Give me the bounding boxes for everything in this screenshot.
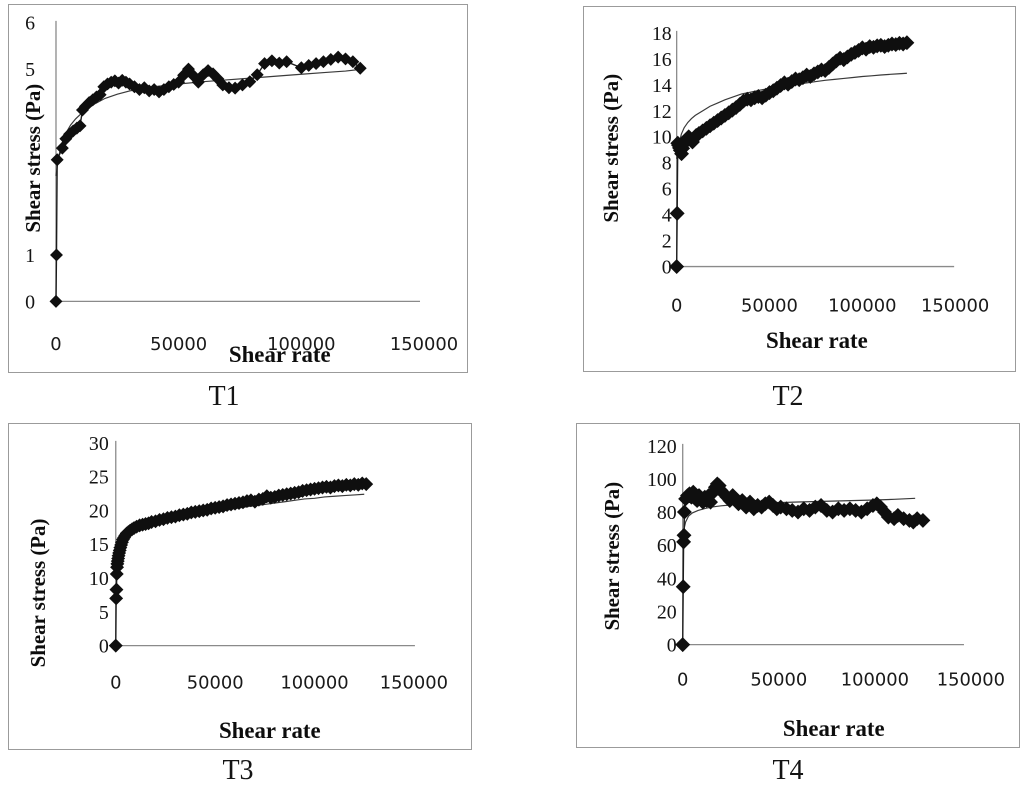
chart-caption-t1: T1 (208, 381, 240, 412)
y-axis-title: Shear stress (Pa) (21, 84, 45, 233)
svg-text:16: 16 (652, 49, 672, 71)
svg-text:30: 30 (89, 433, 109, 455)
svg-text:120: 120 (647, 436, 677, 458)
svg-text:14: 14 (652, 75, 672, 97)
svg-text:60: 60 (657, 535, 677, 557)
measured-series-markers (669, 35, 915, 275)
chart-t1-plot: 0 1 5 6 0 50000 100000 150000 Shear stress (Pa) S… (21, 13, 458, 367)
svg-text:10: 10 (652, 127, 672, 149)
y-tick-labels: 0 1 5 6 (25, 13, 35, 314)
svg-text:0: 0 (662, 257, 672, 279)
diamond-markers (49, 50, 367, 308)
y-axis-title: Shear stress (Pa) (599, 74, 623, 223)
y-axis-title: Shear stress (Pa) (600, 482, 624, 631)
x-tick-labels: 0 50000 100000 150000 (671, 295, 989, 316)
svg-text:5: 5 (99, 602, 109, 624)
svg-text:50000: 50000 (150, 334, 207, 355)
svg-text:20: 20 (89, 500, 109, 522)
chart-t2-plot: 0 2 4 6 8 10 12 14 16 18 0 50000 100000 150000 Shear s… (599, 23, 989, 353)
svg-text:0: 0 (99, 636, 109, 658)
svg-text:2: 2 (662, 231, 672, 253)
axes (115, 440, 415, 647)
svg-text:100000: 100000 (828, 295, 896, 316)
x-axis-title: Shear rate (783, 716, 885, 741)
x-axis-title: Shear rate (219, 718, 321, 743)
measured-series-markers (108, 476, 374, 653)
svg-text:6: 6 (25, 13, 35, 35)
chart-panel-t1: 0 1 5 6 0 50000 100000 150000 Shear stress (Pa) S… (8, 4, 468, 373)
y-axis-title: Shear stress (Pa) (26, 519, 50, 668)
chart-caption-t4: T4 (772, 755, 804, 786)
diamond-markers (108, 476, 374, 653)
svg-text:18: 18 (652, 23, 672, 45)
svg-text:0: 0 (50, 334, 61, 355)
x-axis-title: Shear rate (766, 328, 868, 353)
axes (682, 443, 964, 646)
chart-panel-t4: 0 20 40 60 80 100 120 0 50000 100000 150000 Shear s… (576, 423, 1020, 748)
chart-panel-t3: 0 5 10 15 20 25 30 0 50000 100000 150000 Shear stre… (8, 423, 472, 750)
x-axis-title: Shear rate (229, 342, 331, 367)
svg-text:80: 80 (657, 502, 677, 524)
measured-series-markers (49, 50, 367, 308)
chart-t4-plot: 0 20 40 60 80 100 120 0 50000 100000 150000 Shear s… (600, 436, 1005, 741)
svg-text:6: 6 (662, 179, 672, 201)
measured-series-markers (675, 476, 931, 653)
svg-text:100000: 100000 (267, 334, 335, 355)
svg-text:0: 0 (671, 295, 682, 316)
axes (676, 30, 955, 268)
chart-panel-t2: 0 2 4 6 8 10 12 14 16 18 0 50000 100000 150000 Shear s… (583, 6, 1016, 372)
svg-text:1: 1 (25, 245, 35, 267)
svg-text:0: 0 (25, 291, 35, 313)
chart-caption-t3: T3 (222, 755, 254, 786)
x-tick-labels: 0 50000 100000 150000 (50, 334, 458, 355)
svg-text:20: 20 (657, 601, 677, 623)
svg-text:100000: 100000 (280, 672, 348, 693)
svg-text:150000: 150000 (921, 295, 989, 316)
axes (55, 20, 421, 303)
y-tick-labels: 0 5 10 15 20 25 30 (89, 433, 109, 658)
chart-t3-plot: 0 5 10 15 20 25 30 0 50000 100000 150000 Shear stre… (26, 433, 448, 743)
svg-text:4: 4 (662, 205, 672, 227)
svg-text:15: 15 (89, 534, 109, 556)
x-tick-labels: 0 50000 100000 150000 (110, 672, 448, 693)
svg-text:5: 5 (25, 59, 35, 81)
svg-text:25: 25 (89, 467, 109, 489)
diamond-markers (675, 476, 931, 653)
svg-text:0: 0 (110, 672, 121, 693)
svg-text:100: 100 (647, 469, 677, 491)
svg-text:150000: 150000 (380, 672, 448, 693)
svg-text:100000: 100000 (841, 669, 909, 690)
svg-text:50000: 50000 (187, 672, 244, 693)
svg-text:10: 10 (89, 568, 109, 590)
y-tick-labels: 0 2 4 6 8 10 12 14 16 18 (652, 23, 672, 279)
chart-caption-t2: T2 (772, 381, 804, 412)
y-tick-labels: 0 20 40 60 80 100 120 (647, 436, 677, 657)
svg-text:0: 0 (667, 635, 677, 657)
svg-text:50000: 50000 (741, 295, 798, 316)
diamond-markers (669, 35, 915, 275)
svg-text:12: 12 (652, 101, 672, 123)
svg-text:150000: 150000 (390, 334, 458, 355)
svg-text:50000: 50000 (750, 669, 807, 690)
svg-text:40: 40 (657, 568, 677, 590)
svg-text:150000: 150000 (937, 669, 1005, 690)
x-tick-labels: 0 50000 100000 150000 (677, 669, 1005, 690)
svg-text:0: 0 (677, 669, 688, 690)
svg-text:8: 8 (662, 153, 672, 175)
